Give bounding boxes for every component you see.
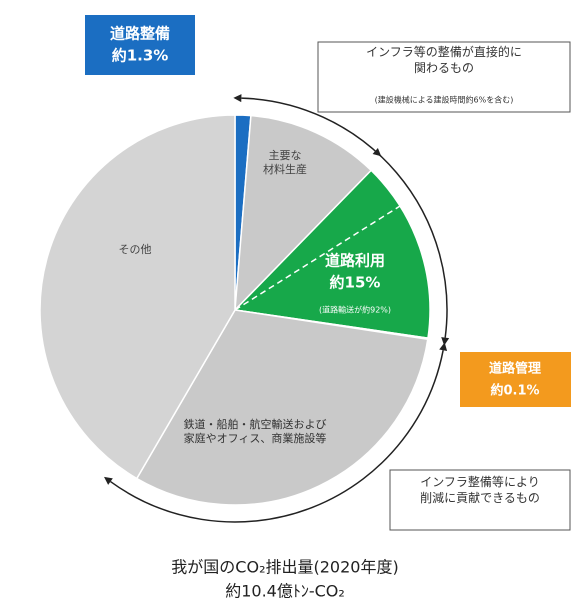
annotation: インフラ整備等により削減に貢献できるもの (420, 474, 540, 505)
slice-label: その他 (119, 243, 152, 256)
annotation: インフラ等の整備が直接的に関わるもの (366, 44, 522, 75)
pie-slice (39, 114, 236, 480)
divider (234, 205, 401, 311)
pie-slice (233, 169, 431, 339)
arrow-head (372, 148, 382, 157)
bracket-arrow (110, 350, 444, 523)
slice-label: 道路利用 (325, 252, 385, 270)
arrow-head (233, 94, 242, 103)
pie (39, 114, 431, 506)
label-box (85, 15, 195, 75)
value-label: 約0.1% (490, 383, 539, 399)
value-label: 約1.3% (112, 47, 169, 65)
slice-note: (道路輸送が約92%) (319, 305, 391, 315)
slice-label: 主要な材料生産 (263, 149, 307, 176)
bracket-arrow (241, 97, 448, 338)
value-label: 約15% (330, 274, 381, 292)
arrow-head (439, 342, 448, 351)
arrow-head (104, 476, 113, 485)
pie-slice (135, 309, 429, 506)
arrow-head (441, 337, 450, 346)
slice-label: 道路整備 (110, 25, 170, 43)
pie-slice (234, 114, 373, 313)
annotation: (建設機械による建設時間約6%を含む) (375, 95, 514, 105)
slice-label: 鉄道・船舶・航空輸送および家庭やオフィス、商業施設等 (184, 417, 327, 445)
annotation-box (389, 469, 571, 531)
slice-label: 道路管理 (489, 361, 541, 377)
label-box (460, 352, 571, 407)
chart-subtitle: 約10.4億ﾄﾝ-CO₂ (225, 582, 345, 601)
annotation-box (317, 41, 571, 113)
chart-title: 我が国のCO₂排出量(2020年度) (171, 558, 398, 577)
